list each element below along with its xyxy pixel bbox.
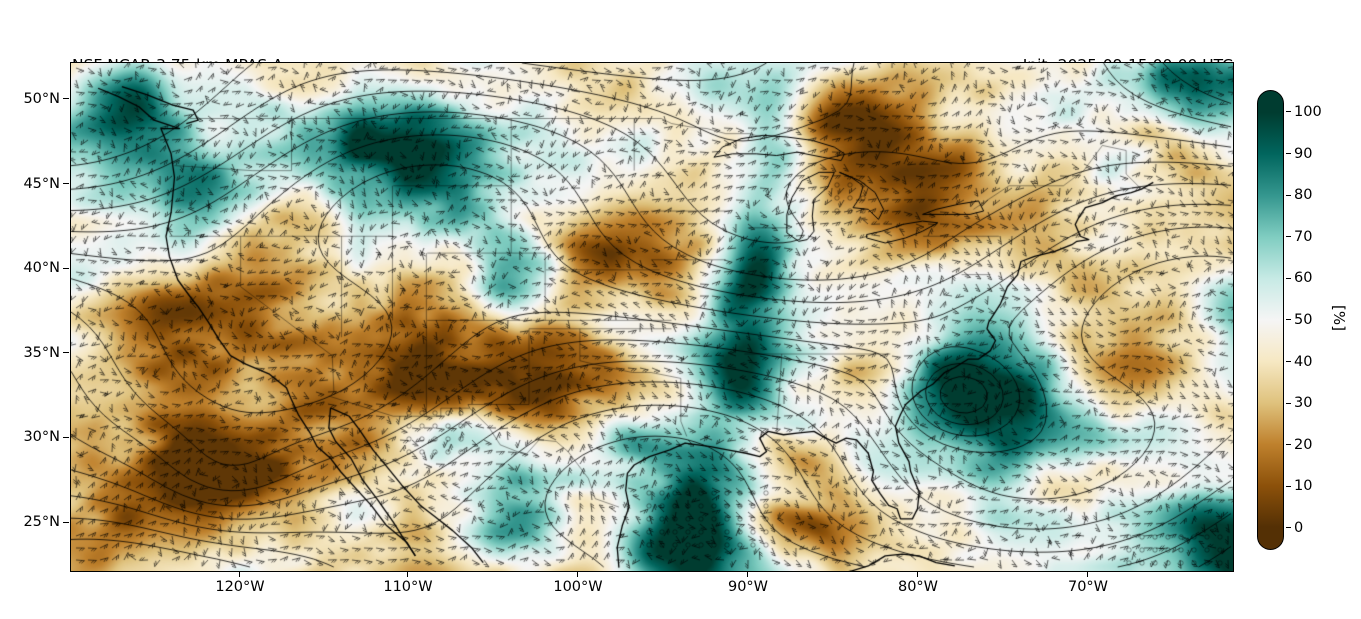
colorbar-tickmark	[1286, 403, 1291, 405]
colorbar-tick-label-30: 30	[1294, 395, 1313, 411]
rh-wind-map-canvas	[71, 63, 1233, 571]
colorbar-tick-label-80: 80	[1294, 187, 1313, 203]
colorbar-tickmark	[1286, 361, 1291, 363]
colorbar-tickmark	[1286, 444, 1291, 446]
x-axis-tick-label-90w: 90°W	[727, 579, 769, 595]
x-axis-tick-label-80w: 80°W	[897, 579, 939, 595]
colorbar-tickmark	[1286, 486, 1291, 488]
colorbar-tick-label-50: 50	[1294, 312, 1313, 328]
x-axis-tickmark	[747, 571, 749, 577]
x-axis-tick-label-120w: 120°W	[215, 579, 265, 595]
y-axis-tick-label-40n: 40°N	[23, 260, 60, 276]
y-axis-tickmark	[63, 352, 69, 354]
colorbar-tickmark	[1286, 527, 1291, 529]
x-axis-tickmark	[1087, 571, 1089, 577]
y-axis-tickmark	[63, 183, 69, 185]
y-axis-tickmark	[63, 522, 69, 524]
colorbar-tick-label-40: 40	[1294, 354, 1313, 370]
y-axis-tickmark	[63, 437, 69, 439]
y-axis-tick-label-35n: 35°N	[23, 345, 60, 361]
x-axis-tick-label-110w: 110°W	[383, 579, 433, 595]
x-axis-tickmark	[577, 571, 579, 577]
y-axis-tick-label-45n: 45°N	[23, 176, 60, 192]
y-axis-tick-label-50n: 50°N	[23, 91, 60, 107]
colorbar-tickmark	[1286, 111, 1291, 113]
colorbar-tick-label-60: 60	[1294, 270, 1313, 286]
x-axis-tick-label-100w: 100°W	[553, 579, 603, 595]
x-axis-tickmark	[407, 571, 409, 577]
colorbar-tick-label-90: 90	[1294, 146, 1313, 162]
colorbar-tick-label-0: 0	[1294, 520, 1304, 536]
y-axis-tickmark	[63, 268, 69, 270]
colorbar-tick-label-100: 100	[1294, 104, 1322, 120]
x-axis-tickmark	[917, 571, 919, 577]
y-axis-tickmark	[63, 98, 69, 100]
colorbar-tick-label-70: 70	[1294, 229, 1313, 245]
colorbar-tick-label-10: 10	[1294, 478, 1313, 494]
colorbar-units-label: [%]	[1330, 305, 1348, 331]
x-axis-tick-label-70w: 70°W	[1067, 579, 1109, 595]
colorbar	[1257, 90, 1284, 550]
map-plot-area	[70, 62, 1234, 572]
colorbar-tickmark	[1286, 278, 1291, 280]
y-axis-tick-label-30n: 30°N	[23, 429, 60, 445]
colorbar-tickmark	[1286, 319, 1291, 321]
colorbar-tick-label-20: 20	[1294, 437, 1313, 453]
x-axis-tickmark	[239, 571, 241, 577]
colorbar-tickmark	[1286, 236, 1291, 238]
y-axis-tick-label-25n: 25°N	[23, 514, 60, 530]
colorbar-tickmark	[1286, 195, 1291, 197]
colorbar-tickmark	[1286, 153, 1291, 155]
